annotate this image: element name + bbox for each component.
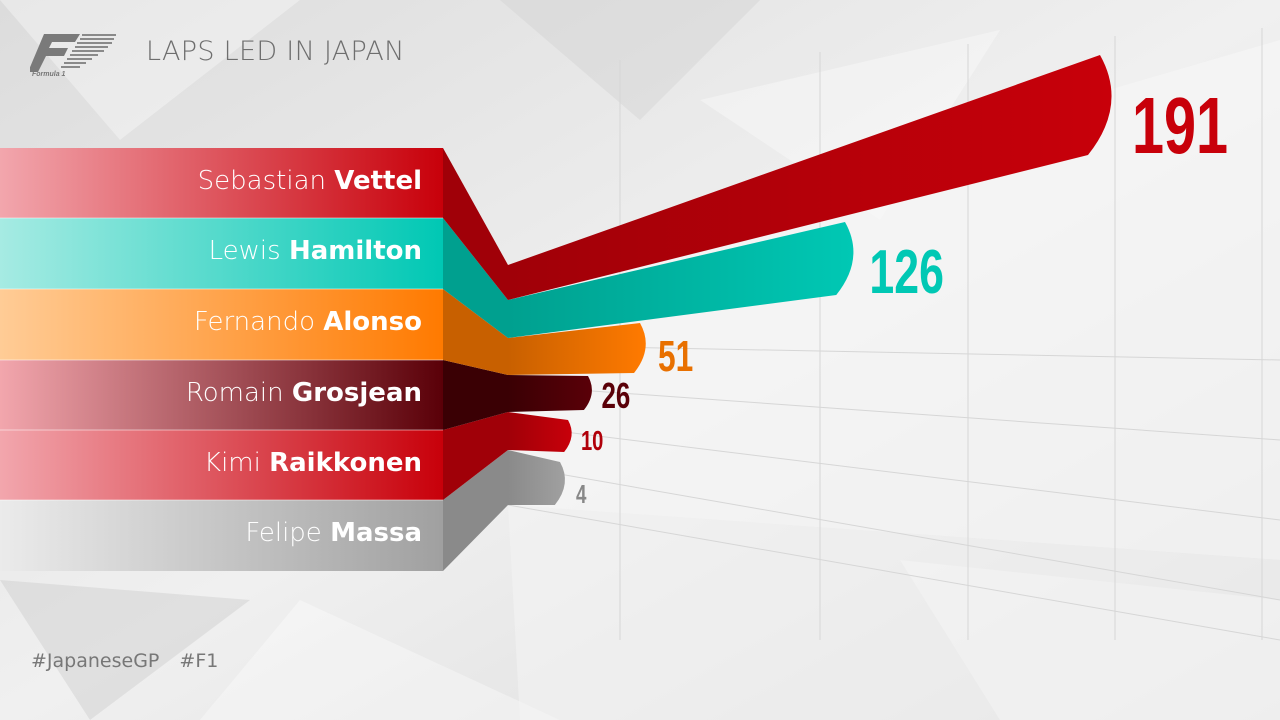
bar-side-wall <box>443 412 508 500</box>
bar[interactable] <box>508 375 592 412</box>
value-label: 4 <box>576 479 587 509</box>
driver-first-name: Fernando <box>193 307 324 337</box>
bar[interactable] <box>508 222 854 338</box>
driver-last-name: Alonso <box>323 307 422 337</box>
driver-label: Felipe Massa <box>245 518 422 548</box>
bar[interactable] <box>508 323 646 375</box>
label-band <box>0 148 443 218</box>
driver-label: Fernando Alonso <box>194 307 422 337</box>
bar-side-wall <box>443 218 508 338</box>
label-band <box>0 289 443 360</box>
grid-line-horizontal <box>507 464 1280 601</box>
bar[interactable] <box>508 55 1112 300</box>
value-label: 126 <box>869 238 943 307</box>
label-band <box>0 500 443 571</box>
grid-line-horizontal <box>507 384 1280 441</box>
driver-last-name: Grosjean <box>291 378 422 408</box>
driver-last-name: Massa <box>330 518 422 548</box>
bar-side-wall <box>443 148 508 300</box>
value-label: 191 <box>1132 81 1228 171</box>
bar[interactable] <box>508 450 565 505</box>
bar-side-wall <box>443 450 508 571</box>
bar-side-wall <box>443 360 508 430</box>
driver-last-name: Raikkonen <box>269 448 422 478</box>
grid-line-horizontal <box>507 504 1280 641</box>
driver-first-name: Lewis <box>208 236 289 266</box>
label-band <box>0 430 443 500</box>
hashtags: #JapaneseGP #F1 <box>31 650 232 672</box>
chart-title: LAPS LED IN JAPAN <box>146 36 405 67</box>
hashtag-f1[interactable]: #F1 <box>179 650 219 672</box>
driver-first-name: Romain <box>185 378 292 408</box>
f1-logo: Formula 1 <box>28 32 120 78</box>
grid-line-horizontal <box>507 424 1280 521</box>
driver-label: Kimi Raikkonen <box>204 448 422 478</box>
label-band <box>0 218 443 289</box>
bars: 4 10 26 51 126 191 <box>0 55 1228 571</box>
driver-first-name: Kimi <box>204 448 270 478</box>
hashtag-japanesegp[interactable]: #JapaneseGP <box>31 650 160 672</box>
driver-first-name: Felipe <box>245 518 331 548</box>
bar[interactable] <box>508 412 572 452</box>
driver-last-name: Vettel <box>334 166 422 196</box>
driver-first-name: Sebastian <box>197 166 335 196</box>
value-label: 26 <box>602 376 631 416</box>
driver-label: Lewis Hamilton <box>209 236 422 266</box>
bar-side-wall <box>443 289 508 375</box>
value-label: 10 <box>581 426 603 457</box>
value-label: 51 <box>658 332 693 381</box>
driver-last-name: Hamilton <box>288 236 422 266</box>
driver-label: Romain Grosjean <box>186 378 422 408</box>
label-band <box>0 360 443 430</box>
svg-text:Formula 1: Formula 1 <box>32 71 66 78</box>
driver-label: Sebastian Vettel <box>198 166 422 196</box>
